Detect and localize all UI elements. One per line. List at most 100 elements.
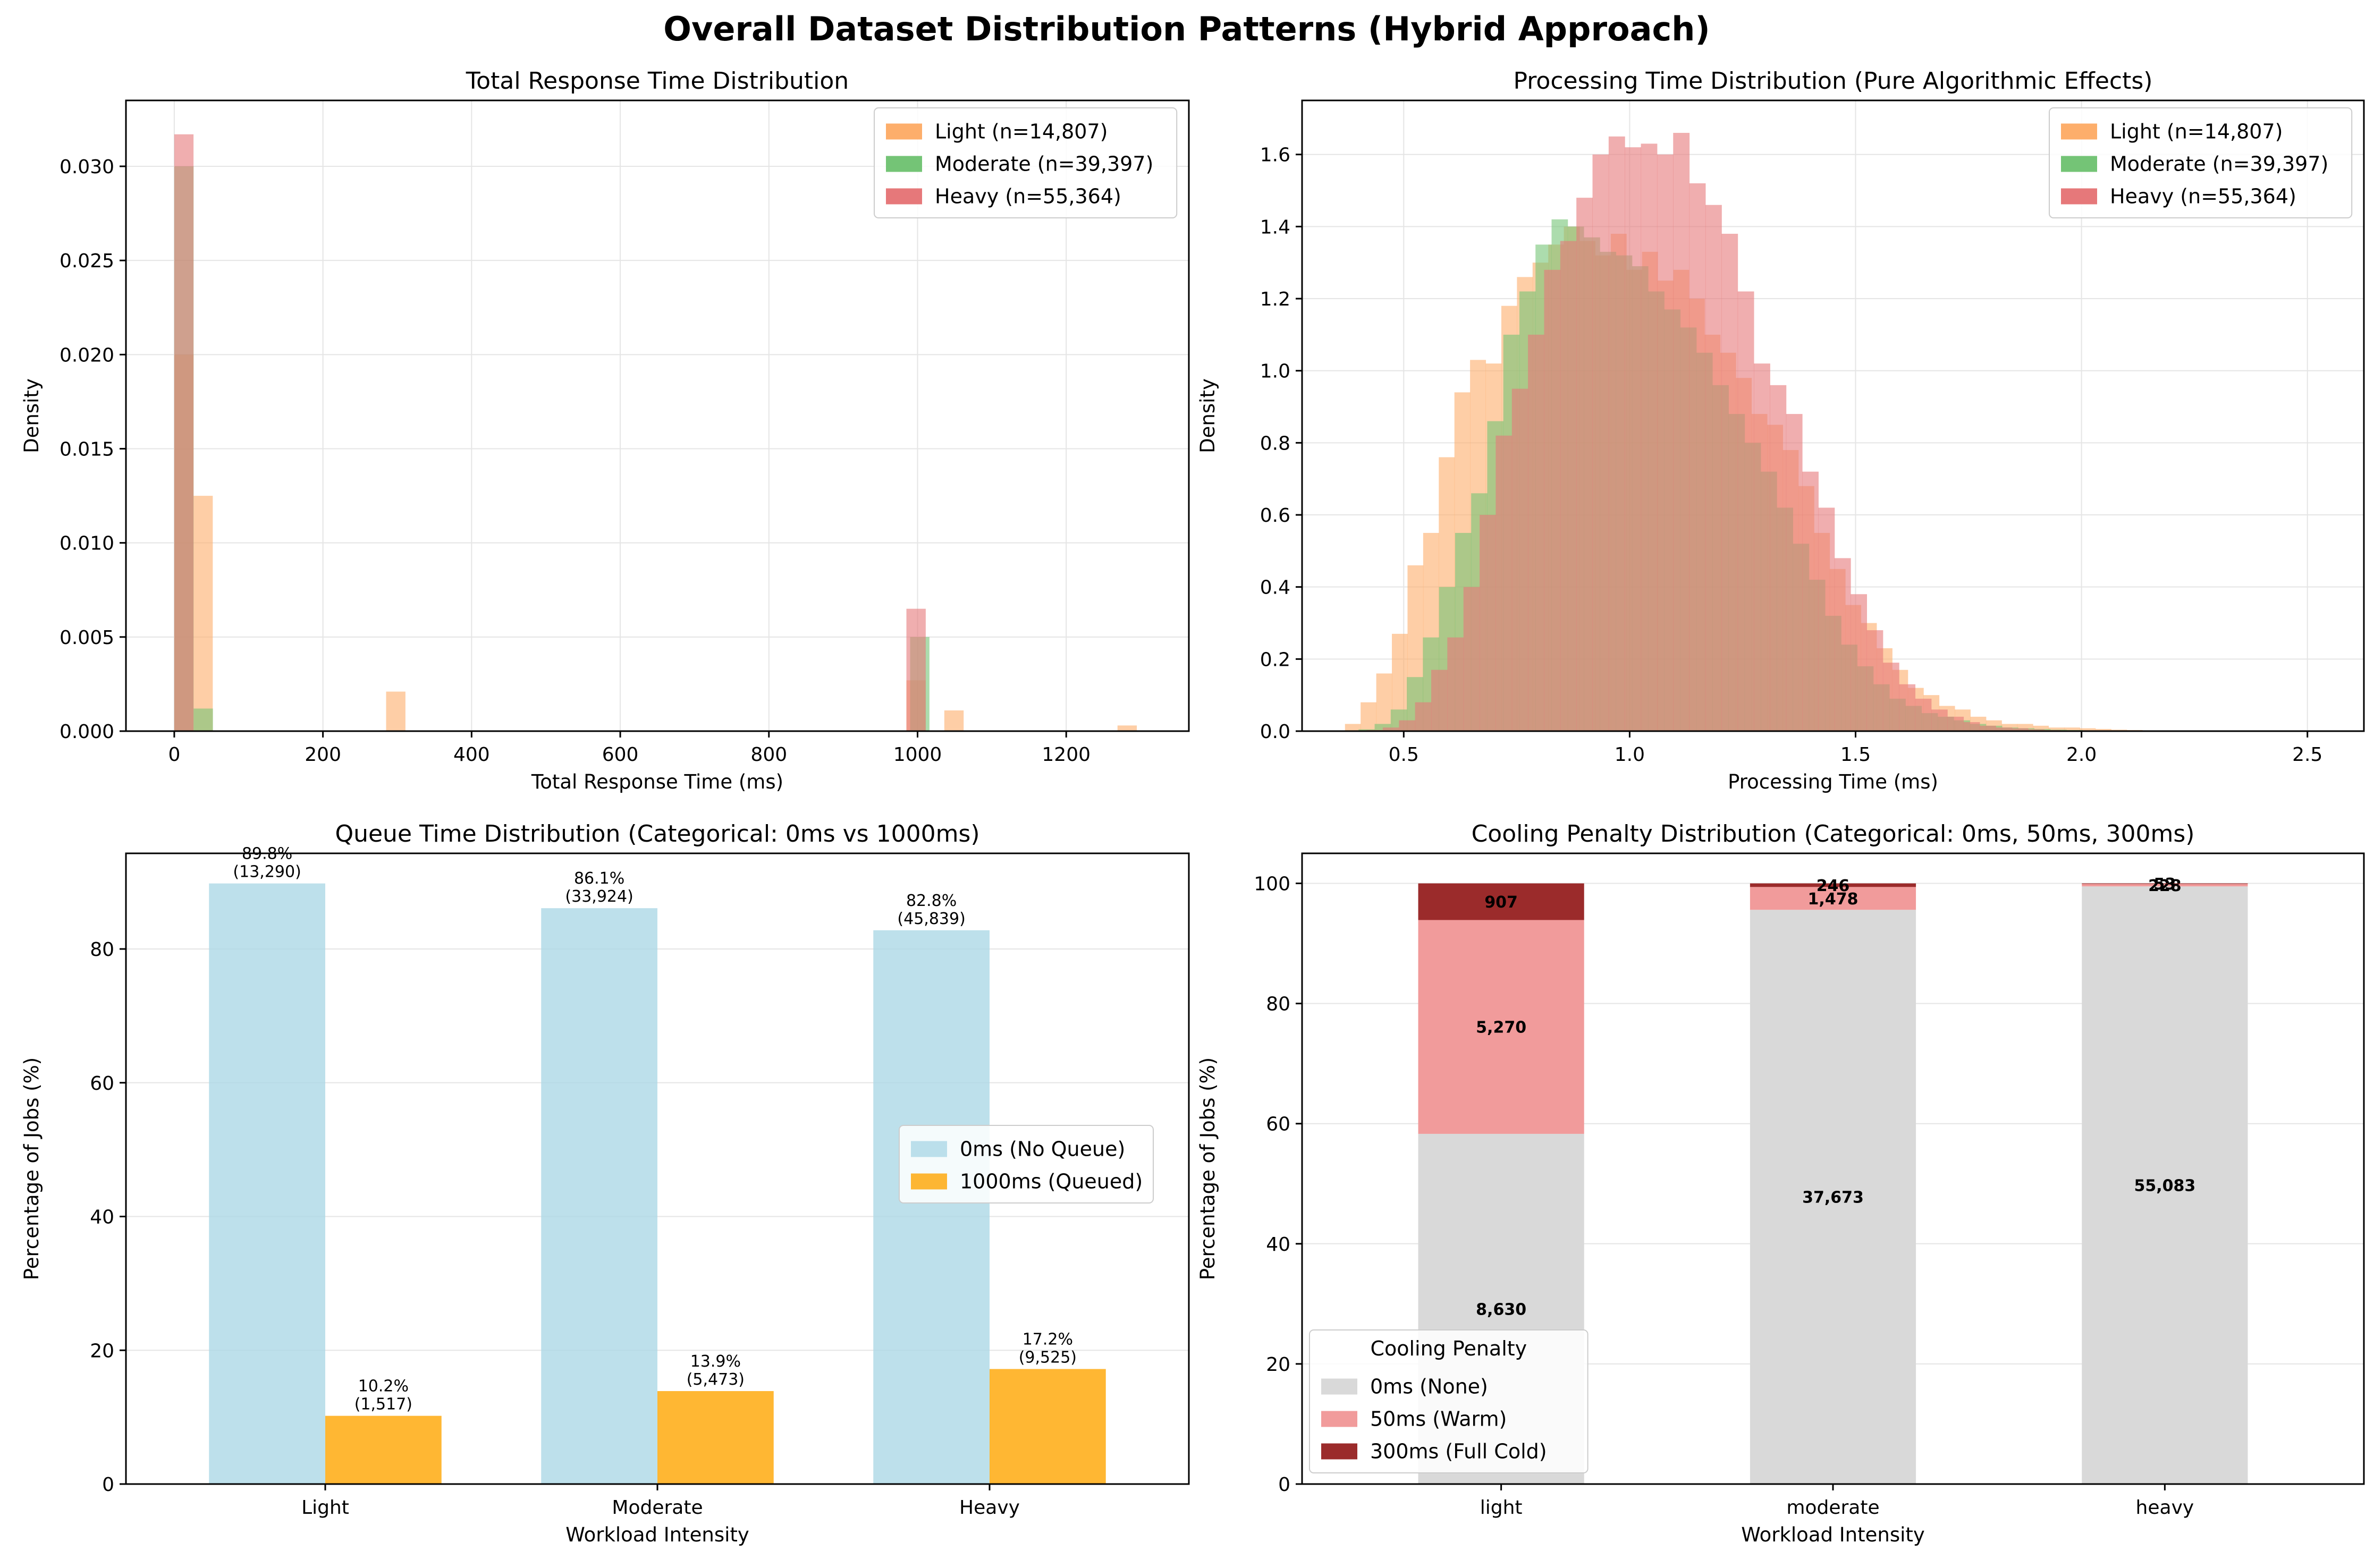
histogram-bar-light — [2080, 728, 2096, 731]
y-tick-label: 40 — [90, 1207, 114, 1228]
x-axis-label: Workload Intensity — [1741, 1523, 1925, 1546]
bar-no_queue — [873, 930, 990, 1484]
bar-count-label: (33,924) — [565, 887, 633, 906]
x-tick-label: 0 — [168, 744, 180, 766]
x-tick-label: 1.5 — [1840, 744, 1871, 766]
x-tick-label: 1200 — [1042, 744, 1091, 766]
histogram-bar-heavy — [1770, 385, 1787, 731]
x-axis-label: Total Response Time (ms) — [531, 770, 783, 793]
histogram-bar-light — [1361, 702, 1377, 731]
histogram-bar-heavy — [1511, 388, 1528, 731]
stacked-bar-cool_none — [2082, 886, 2248, 1484]
legend-label: Moderate (n=39,397) — [2110, 152, 2328, 176]
y-tick-label: 0.8 — [1260, 433, 1290, 454]
y-tick-label: 1.2 — [1260, 289, 1290, 310]
histogram-bar-heavy — [1399, 720, 1416, 731]
x-tick-label: 2.5 — [2292, 744, 2322, 766]
histogram-bar-heavy — [1931, 709, 1948, 731]
segment-label: 8,630 — [1476, 1300, 1526, 1319]
axes-title: Processing Time Distribution (Pure Algor… — [1514, 67, 2153, 95]
histogram-bar-light — [386, 691, 405, 731]
histogram-bar-light — [1117, 725, 1137, 731]
bar-count-label: (5,473) — [687, 1370, 745, 1389]
x-axis-label: Processing Time (ms) — [1728, 770, 1938, 793]
y-tick-label: 100 — [1254, 874, 1290, 895]
x-tick-label: 400 — [453, 744, 490, 766]
legend-swatch — [2061, 156, 2097, 172]
bar-count-label: (1,517) — [354, 1395, 412, 1414]
x-axis-label: Workload Intensity — [565, 1523, 749, 1546]
histogram-bar-heavy — [174, 134, 194, 732]
legend-box — [1309, 1329, 1589, 1473]
y-tick-label: 0.030 — [60, 156, 114, 178]
histogram-bar-heavy — [2012, 728, 2029, 731]
histogram-bar-heavy — [1673, 133, 1690, 732]
bar-no_queue — [209, 883, 325, 1484]
x-tick-label: 200 — [305, 744, 341, 766]
legend-box — [899, 1125, 1154, 1203]
histogram-bar-moderate — [193, 708, 213, 731]
histogram-bar-heavy — [1721, 233, 1738, 732]
legend-swatch — [1321, 1443, 1357, 1460]
histogram-bar-heavy — [1625, 147, 1642, 732]
y-tick-label: 1.0 — [1260, 361, 1290, 383]
x-tick-label: Moderate — [612, 1497, 703, 1519]
x-tick-label: 600 — [602, 744, 639, 766]
histogram-bar-heavy — [1576, 198, 1593, 731]
legend-swatch — [911, 1141, 947, 1157]
y-tick-label: 0 — [102, 1474, 114, 1496]
bar-no_queue — [541, 908, 657, 1484]
queue-time-chart: 89.8%(13,290) 86.1%(33,924) 82.8%(45,839)1… — [20, 820, 1190, 1546]
processing-time-chart: 0.0 0.2 0.4 0.6 0.8 1.0 1.2 1.4 1.6 0.5 1.0 1.5 2.0 2… — [1196, 67, 2365, 793]
y-tick-label: 60 — [90, 1073, 114, 1095]
segment-label: 53 — [2154, 875, 2176, 894]
histogram-bar-heavy — [2028, 729, 2044, 731]
legend-swatch — [886, 188, 922, 205]
histogram-bar-heavy — [1963, 722, 1980, 731]
x-tick-label: 1000 — [893, 744, 942, 766]
segment-label: 228 — [2148, 877, 2182, 895]
histogram-bar-heavy — [1641, 143, 1658, 731]
histogram-bar-heavy — [1560, 241, 1577, 731]
y-tick-label: 0.025 — [60, 250, 114, 272]
histogram-bar-heavy — [1947, 716, 1964, 731]
stacked-bar-cool_none — [1750, 910, 1916, 1484]
y-tick-label: 0.0 — [1260, 721, 1290, 743]
histogram-bar-heavy — [1447, 637, 1464, 731]
bar-count-label: (45,839) — [897, 910, 965, 928]
stacked-bar-cool_cold — [1418, 883, 1584, 920]
x-tick-label: Light — [301, 1497, 349, 1519]
segment-label: 1,478 — [1808, 890, 1858, 909]
histogram-bar-heavy — [1544, 269, 1561, 731]
histogram-bar-heavy — [1786, 414, 1803, 731]
axes-title: Total Response Time Distribution — [466, 67, 849, 95]
y-tick-label: 1.6 — [1260, 145, 1290, 166]
legend-label: 300ms (Full Cold) — [1370, 1440, 1547, 1463]
histogram-bar-heavy — [1979, 725, 1996, 731]
segment-label: 907 — [1484, 893, 1518, 912]
y-tick-label: 80 — [90, 939, 114, 961]
y-tick-label: 0.010 — [60, 533, 114, 555]
legend-swatch — [1321, 1378, 1357, 1395]
legend-swatch — [1321, 1411, 1357, 1427]
legend-label: Light (n=14,807) — [2110, 120, 2283, 143]
legend-swatch — [2061, 188, 2097, 205]
x-tick-label: 2.0 — [2066, 744, 2097, 766]
histogram-bar-light — [2048, 727, 2065, 731]
x-tick-label: heavy — [2136, 1497, 2194, 1519]
histogram-bar-heavy — [1818, 507, 1835, 731]
histogram-bar-heavy — [1496, 435, 1513, 731]
y-tick-label: 0.005 — [60, 627, 114, 649]
y-tick-label: 40 — [1266, 1234, 1290, 1256]
axes-frame — [125, 99, 1190, 732]
axes-title: Cooling Penalty Distribution (Categorica… — [1472, 820, 2195, 847]
histogram-bar-heavy — [1882, 663, 1899, 731]
bar-queued — [657, 1391, 774, 1484]
x-tick-label: 0.5 — [1389, 744, 1419, 766]
histogram-bar-heavy — [1996, 727, 2013, 731]
histogram-bar-heavy — [1851, 594, 1868, 731]
x-tick-label: 1.0 — [1615, 744, 1645, 766]
legend-label: Heavy (n=55,364) — [2110, 185, 2296, 208]
